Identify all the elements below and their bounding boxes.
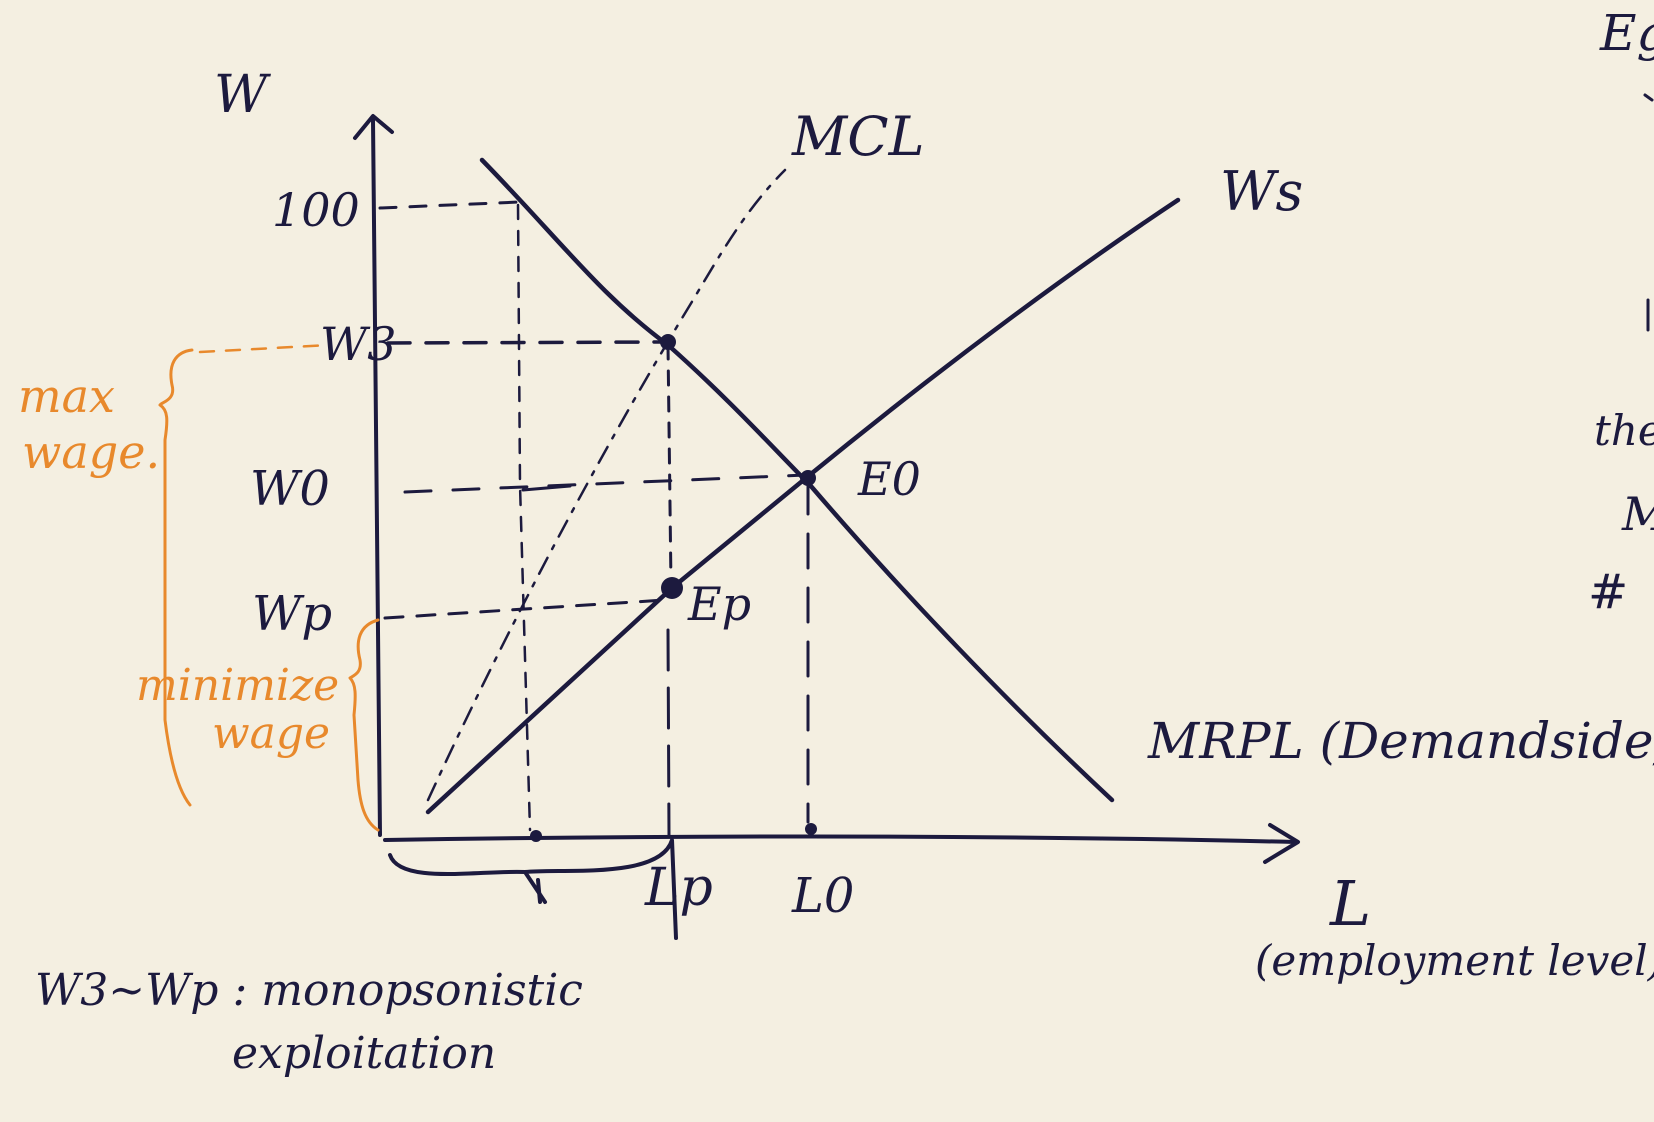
curves xyxy=(425,157,1181,815)
x-tick-l0: L0 xyxy=(791,868,854,924)
points xyxy=(530,334,817,842)
guide-w3-horizontal xyxy=(386,340,667,345)
minimize-wage-label-line1: minimize xyxy=(136,660,339,711)
right-margin-mark-1 xyxy=(1643,93,1654,102)
y-axis-arrowhead xyxy=(353,114,394,140)
guide-100-vertical xyxy=(516,203,532,832)
minimize-wage-label-line2: wage xyxy=(212,708,330,759)
right-margin-fragment-2: the xyxy=(1594,406,1654,455)
right-margin-fragments: Eg the M # xyxy=(1588,4,1654,620)
point-x-l0 xyxy=(805,823,817,835)
guide-wp-horizontal xyxy=(383,598,667,620)
right-margin-fragment-1: Eg xyxy=(1599,4,1654,62)
y-tick-wp: Wp xyxy=(252,586,332,642)
ws-curve xyxy=(425,197,1181,815)
point-x-left xyxy=(530,830,542,842)
guide-lp-vertical-lower xyxy=(666,628,671,837)
point-w3-intersection xyxy=(660,334,676,350)
point-ep-label: Ep xyxy=(687,577,751,631)
guide-100-horizontal xyxy=(378,200,522,210)
guide-w0-horizontal xyxy=(403,473,807,494)
mrpl-label: MRPL (Demandside) xyxy=(1147,712,1654,770)
x-axis-sublabel: (employment level) xyxy=(1255,936,1654,985)
y-axis-label: W xyxy=(214,65,271,125)
axes xyxy=(353,114,1300,864)
mcl-curve xyxy=(426,168,787,802)
mcl-label: MCL xyxy=(791,105,924,168)
point-e0-label: E0 xyxy=(857,452,921,506)
x-axis-brace xyxy=(388,838,678,940)
orange-braces xyxy=(158,348,380,832)
y-tick-w0: W0 xyxy=(250,461,330,517)
x-axis-label: L xyxy=(1329,867,1371,940)
point-e0 xyxy=(800,470,816,486)
ws-label: Ws xyxy=(1220,160,1303,223)
bottom-note-line1: W3~Wp : monopsonistic xyxy=(35,965,583,1016)
right-margin-fragment-4: # xyxy=(1588,564,1628,620)
max-wage-label-line1: max xyxy=(18,369,115,423)
bottom-note-line2: exploitation xyxy=(232,1028,496,1079)
guide-lp-vertical-upper xyxy=(666,343,673,587)
y-axis xyxy=(371,118,382,837)
guide-w3-horizontal-orange xyxy=(198,343,332,354)
x-axis xyxy=(383,834,1297,844)
y-tick-100: 100 xyxy=(272,183,360,237)
x-axis-brace-tick xyxy=(536,878,542,904)
minimize-wage-brace xyxy=(348,618,380,832)
right-margin-fragment-3: M xyxy=(1621,487,1654,541)
mrpl-curve xyxy=(479,157,1115,803)
x-axis-arrowhead xyxy=(1263,823,1300,864)
max-wage-brace xyxy=(158,348,194,807)
guide-w0-tick xyxy=(521,484,572,492)
max-wage-label-line2: wage. xyxy=(22,425,160,479)
guide-lines xyxy=(198,200,810,837)
x-tick-lp: Lp xyxy=(644,858,713,918)
y-tick-w3: W3 xyxy=(320,317,397,371)
point-ep xyxy=(661,577,683,599)
